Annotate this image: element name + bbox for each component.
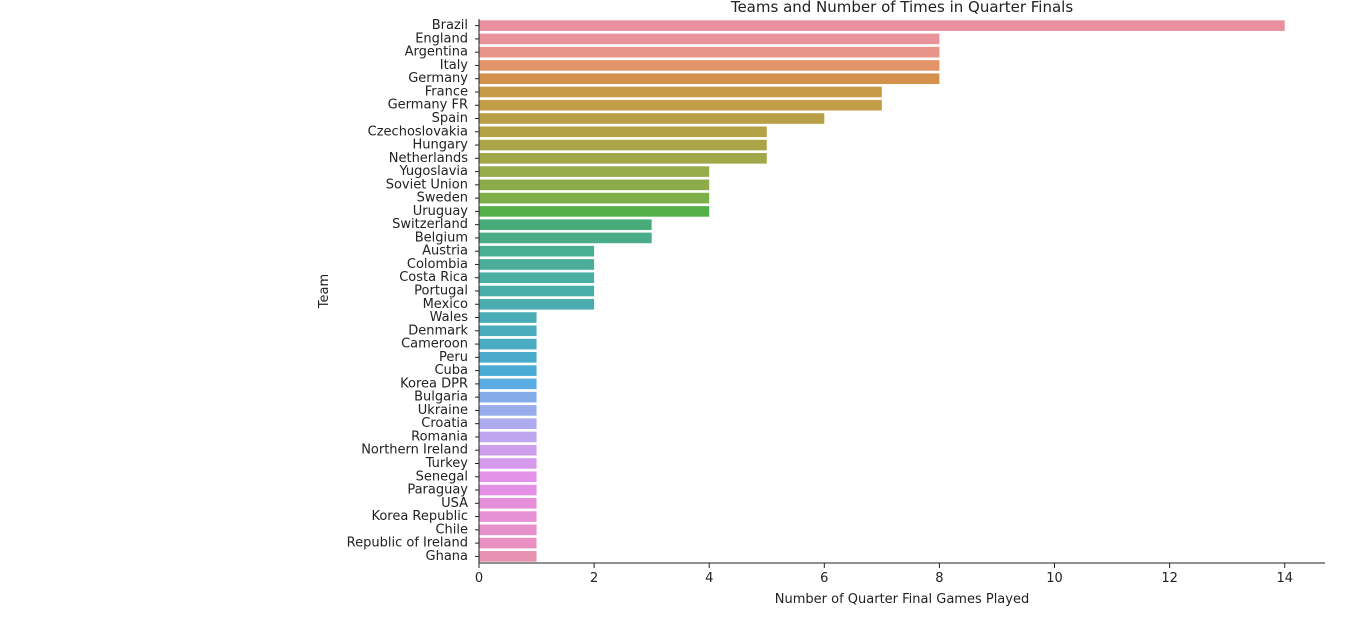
bar-switzerland <box>479 219 652 230</box>
bar-austria <box>479 245 595 257</box>
x-tick-label: 2 <box>590 571 598 586</box>
bar-germany-fr <box>479 99 882 111</box>
y-tick-label-denmark: Denmark <box>408 323 468 338</box>
bar-cuba <box>479 365 537 376</box>
y-tick-label-belgium: Belgium <box>415 230 468 245</box>
y-axis-title: Team <box>317 274 332 309</box>
bar-sweden <box>479 192 710 204</box>
bar-ukraine <box>479 405 537 416</box>
y-tick-label-costa-rica: Costa Rica <box>399 270 468 285</box>
x-tick-label: 0 <box>475 571 483 586</box>
bar-england <box>479 33 940 45</box>
chart-title: Teams and Number of Times in Quarter Fin… <box>730 0 1073 16</box>
y-tick-label-cameroon: Cameroon <box>401 337 468 352</box>
y-tick-label-czechoslovakia: Czechoslovakia <box>368 124 468 139</box>
y-tick-label-korea-dpr: Korea DPR <box>400 376 468 391</box>
bar-italy <box>479 60 940 71</box>
y-tick-label-turkey: Turkey <box>425 456 469 471</box>
y-tick-label-bulgaria: Bulgaria <box>414 390 468 405</box>
y-tick-label-austria: Austria <box>422 244 468 259</box>
bar-yugoslavia <box>479 166 710 177</box>
y-tick-label-senegal: Senegal <box>416 469 468 484</box>
y-tick-label-croatia: Croatia <box>421 416 468 431</box>
bar-mexico <box>479 298 595 310</box>
bar-germany <box>479 73 940 85</box>
y-tick-label-portugal: Portugal <box>414 284 468 299</box>
bar-colombia <box>479 259 595 270</box>
bar-senegal <box>479 471 537 483</box>
bar-netherlands <box>479 153 767 164</box>
y-tick-label-brazil: Brazil <box>432 18 468 33</box>
bar-portugal <box>479 285 595 297</box>
y-tick-label-yugoslavia: Yugoslavia <box>398 164 468 179</box>
y-tick-label-korea-republic: Korea Republic <box>371 509 468 524</box>
bar-korea-dpr <box>479 378 537 390</box>
y-tick-label-germany: Germany <box>408 71 468 86</box>
y-tick-label-northern-ireland: Northern Ireland <box>361 443 468 458</box>
y-tick-label-peru: Peru <box>439 350 468 365</box>
bar-republic-of-ireland <box>479 537 537 549</box>
bar-argentina <box>479 46 940 58</box>
y-tick-label-england: England <box>415 31 468 46</box>
y-tick-label-switzerland: Switzerland <box>392 217 468 232</box>
y-tick-label-mexico: Mexico <box>423 297 468 312</box>
bar-uruguay <box>479 206 710 217</box>
y-tick-label-usa: USA <box>441 496 468 511</box>
bar-france <box>479 86 882 98</box>
y-tick-label-soviet-union: Soviet Union <box>386 177 468 192</box>
x-tick-label: 6 <box>820 571 828 586</box>
y-tick-label-france: France <box>425 84 468 99</box>
bar-romania <box>479 431 537 443</box>
bar-belgium <box>479 232 652 244</box>
bar-paraguay <box>479 484 537 496</box>
y-tick-label-colombia: Colombia <box>407 257 468 272</box>
bar-spain <box>479 113 825 124</box>
bar-peru <box>479 352 537 363</box>
x-ticks: 0 2 4 6 8 10 12 14 <box>475 563 1293 586</box>
bar-bulgaria <box>479 391 537 403</box>
y-tick-label-germany-fr: Germany FR <box>388 98 468 113</box>
y-tick-label-chile: Chile <box>435 522 468 537</box>
bar-czechoslovakia <box>479 126 767 138</box>
y-tick-label-wales: Wales <box>430 310 469 325</box>
y-tick-labels: BrazilEnglandArgentinaItalyGermanyFrance… <box>347 18 479 564</box>
x-tick-label: 12 <box>1161 571 1178 586</box>
y-tick-label-paraguay: Paraguay <box>407 483 468 498</box>
x-tick-label: 4 <box>705 571 713 586</box>
y-tick-label-uruguay: Uruguay <box>413 204 469 219</box>
y-tick-label-sweden: Sweden <box>417 191 468 206</box>
bar-wales <box>479 312 537 323</box>
bar-costa-rica <box>479 272 595 284</box>
bar-ghana <box>479 551 537 562</box>
y-tick-label-ghana: Ghana <box>426 549 469 564</box>
bar-turkey <box>479 458 537 469</box>
bar-korea-republic <box>479 511 537 522</box>
bars-group <box>479 20 1285 562</box>
x-tick-label: 14 <box>1276 571 1293 586</box>
bar-usa <box>479 497 537 509</box>
bar-chile <box>479 524 537 536</box>
y-tick-label-republic-of-ireland: Republic of Ireland <box>347 536 468 551</box>
bar-hungary <box>479 139 767 151</box>
y-tick-label-cuba: Cuba <box>434 363 468 378</box>
y-tick-label-hungary: Hungary <box>412 138 468 153</box>
bar-northern-ireland <box>479 444 537 456</box>
x-tick-label: 8 <box>935 571 943 586</box>
y-tick-label-argentina: Argentina <box>405 45 468 60</box>
y-tick-label-italy: Italy <box>440 58 469 73</box>
y-tick-label-netherlands: Netherlands <box>389 151 468 166</box>
x-axis-title: Number of Quarter Final Games Played <box>775 592 1029 607</box>
x-tick-label: 10 <box>1046 571 1063 586</box>
y-tick-label-spain: Spain <box>432 111 468 126</box>
bar-denmark <box>479 325 537 337</box>
y-tick-label-ukraine: Ukraine <box>418 403 468 418</box>
y-tick-label-romania: Romania <box>411 429 468 444</box>
bar-soviet-union <box>479 179 710 191</box>
bar-croatia <box>479 418 537 429</box>
bar-cameroon <box>479 338 537 350</box>
bar-brazil <box>479 20 1285 31</box>
